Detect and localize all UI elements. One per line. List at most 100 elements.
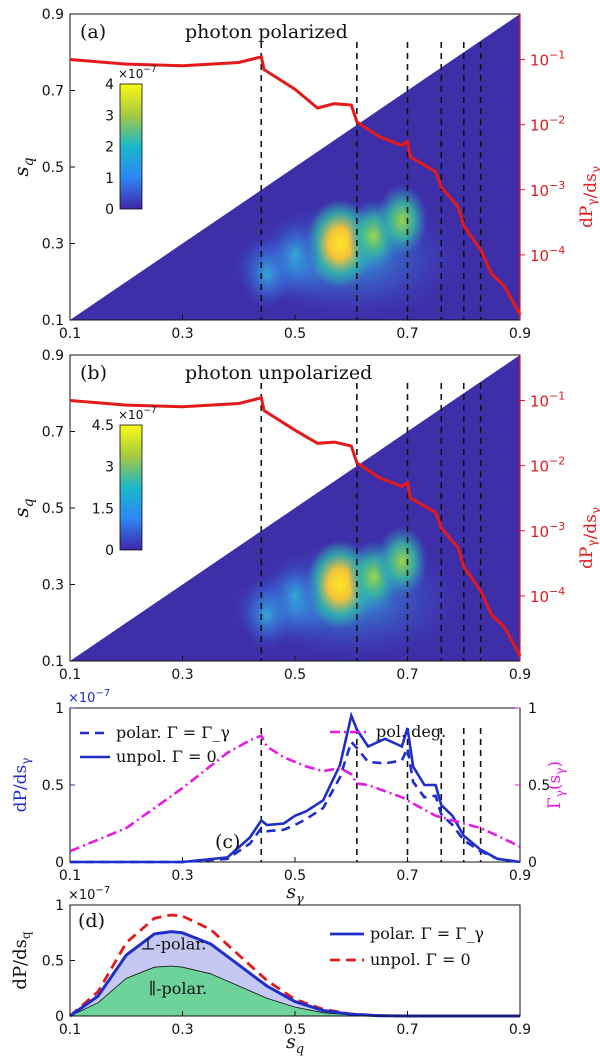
panel-label: (d): [78, 910, 105, 932]
series-line-polar: [70, 739, 521, 864]
y2-tick-label: 10−1: [530, 49, 565, 70]
x-tick-label: 0.3: [171, 1022, 193, 1038]
legend-label: unpol. Γ = 0: [116, 747, 217, 766]
colorbar-tick-label: 4.5: [92, 418, 114, 434]
x-tick-label: 0.7: [396, 1022, 418, 1038]
x-tick-label: 0.3: [171, 326, 193, 342]
y2-tick-label: 10−3: [530, 520, 565, 541]
y-tick-label: 0: [55, 1009, 64, 1025]
y2-tick-label: 10−2: [530, 455, 565, 476]
panel-label: (a): [80, 21, 106, 43]
y2-tick-label: 10−1: [530, 390, 565, 411]
y2-axis-label: dPγ/dsγ: [577, 507, 600, 569]
y2-tick-label: 10−2: [530, 114, 565, 135]
annotation-perp-polar: ⊥-polar.: [140, 934, 206, 953]
x-tick-label: 0.5: [284, 1022, 306, 1038]
colorbar: [119, 83, 143, 210]
y-tick-label: 0.5: [42, 160, 64, 176]
legend-label: unpol. Γ = 0: [370, 950, 471, 969]
legend-label: polar. Γ = Γ_γ: [116, 723, 230, 742]
legend: polar. Γ = Γ_γ unpol. Γ = 0 pol. deg.: [80, 722, 446, 766]
y-tick-label: 0.7: [42, 425, 64, 441]
y2-axis-label-text: dPγ/dsγ: [577, 166, 600, 228]
y-axis-label: sq: [9, 498, 37, 517]
y-axis-label-text: sq: [9, 498, 37, 517]
y-axis-label: dP/dsq: [10, 931, 33, 989]
heatmap-hotspot: [240, 579, 293, 652]
colorbar-tick-label: 2: [105, 140, 114, 156]
x-tick-label: 0.5: [284, 667, 306, 683]
area-par-polar: [70, 966, 520, 1016]
legend-label: pol. deg.: [376, 722, 446, 741]
colorbar-scale: ×10−7: [118, 406, 157, 422]
x-tick-label: 0.5: [284, 868, 306, 884]
y2-tick-label: 10−4: [530, 244, 565, 265]
y2-axis-label-text: dPγ/dsγ: [577, 507, 600, 569]
y-tick-label: 0.5: [42, 501, 64, 517]
x-tick-label: 0.5: [284, 326, 306, 342]
panel-label: (c): [215, 831, 240, 853]
y2-axis-label-text: Γγ(sγ): [545, 761, 567, 809]
y2-tick-label: 10−3: [530, 179, 565, 200]
x-axis-label: sγ: [286, 881, 304, 907]
y2-tick-label: 0.5: [528, 778, 550, 794]
panel-a: 0.1 0.3 0.5 0.7 0.9 0.1 0.3 0.5 0.7 0.9 sq (a) photo…: [9, 7, 600, 342]
y-tick-label: 0.1: [42, 654, 64, 670]
colorbar: [119, 424, 143, 551]
y-tick-label: 0.9: [42, 7, 64, 23]
colorbar-tick-label: 1.5: [92, 501, 114, 517]
panel-b: 0.1 0.3 0.5 0.7 0.9 0.1 0.3 0.5 0.7 0.9 sq (b) photo…: [9, 348, 600, 683]
series-line-unpol: [70, 711, 521, 864]
legend-label: polar. Γ = Γ_γ: [370, 924, 484, 943]
y2-axis-label: dPγ/dsγ: [577, 166, 600, 228]
heatmap-hotspot: [375, 525, 428, 598]
y-axis-label-text: dP/dsq: [10, 931, 33, 989]
y-tick-label: 0.3: [42, 237, 64, 253]
y-tick-label: 1: [55, 701, 64, 717]
colorbar-tick-label: 0: [105, 202, 114, 218]
y-tick-label: 1: [55, 898, 64, 914]
x-tick-label: 0.1: [59, 868, 81, 884]
y-tick-label: 0.9: [42, 348, 64, 364]
colorbar-scale: ×10−7: [118, 65, 157, 81]
y-tick-label: 0.1: [42, 313, 64, 329]
y2-tick-label: 10−4: [530, 585, 565, 606]
x-tick-label: 0.7: [396, 326, 418, 342]
heatmap-hotspot: [375, 184, 428, 257]
y-axis-label: dP/dsγ: [11, 758, 33, 813]
colorbar-tick-label: 0: [105, 543, 114, 559]
colorbar-tick-label: 4: [105, 77, 114, 93]
x-tick-label: 0.3: [171, 667, 193, 683]
panel-title: photon unpolarized: [185, 362, 372, 384]
colorbar-tick-label: 3: [105, 108, 114, 124]
y-tick-label: 0: [55, 855, 64, 871]
y-scale-label: ×10−7: [68, 688, 110, 706]
x-tick-label: 0.1: [59, 1022, 81, 1038]
legend: polar. Γ = Γ_γ unpol. Γ = 0: [330, 924, 484, 969]
y-tick-label: 0.5: [42, 778, 64, 794]
y-axis-label-text: dP/dsγ: [11, 758, 33, 813]
colorbar-tick-label: 1: [105, 171, 114, 187]
heatmap-hotspot: [240, 238, 293, 311]
y-scale-label: ×10−7: [68, 885, 110, 903]
x-tick-label: 0.9: [509, 667, 531, 683]
x-tick-label: 0.9: [509, 326, 531, 342]
y-axis-label-text: sq: [9, 157, 37, 176]
y2-axis-label: Γγ(sγ): [545, 761, 567, 809]
y-tick-label: 0.5: [42, 954, 64, 970]
x-axis-label: sq: [286, 1031, 304, 1057]
colorbar-tick-label: 3: [105, 460, 114, 476]
x-tick-label: 0.1: [59, 667, 81, 683]
x-tick-label: 0.1: [59, 326, 81, 342]
heatmap-hotspots: [225, 525, 462, 660]
y-tick-label: 0.7: [42, 84, 64, 100]
y2-tick-label: 1: [528, 701, 537, 717]
panel-title: photon polarized: [185, 21, 348, 43]
series-line-dPγ: [69, 54, 522, 316]
y2-tick-label: 0: [528, 855, 537, 871]
annotation-par-polar: ∥-polar.: [149, 979, 207, 998]
x-tick-label: 0.9: [509, 868, 531, 884]
x-tick-label: 0.7: [396, 868, 418, 884]
series-line-dPγ: [69, 395, 522, 657]
